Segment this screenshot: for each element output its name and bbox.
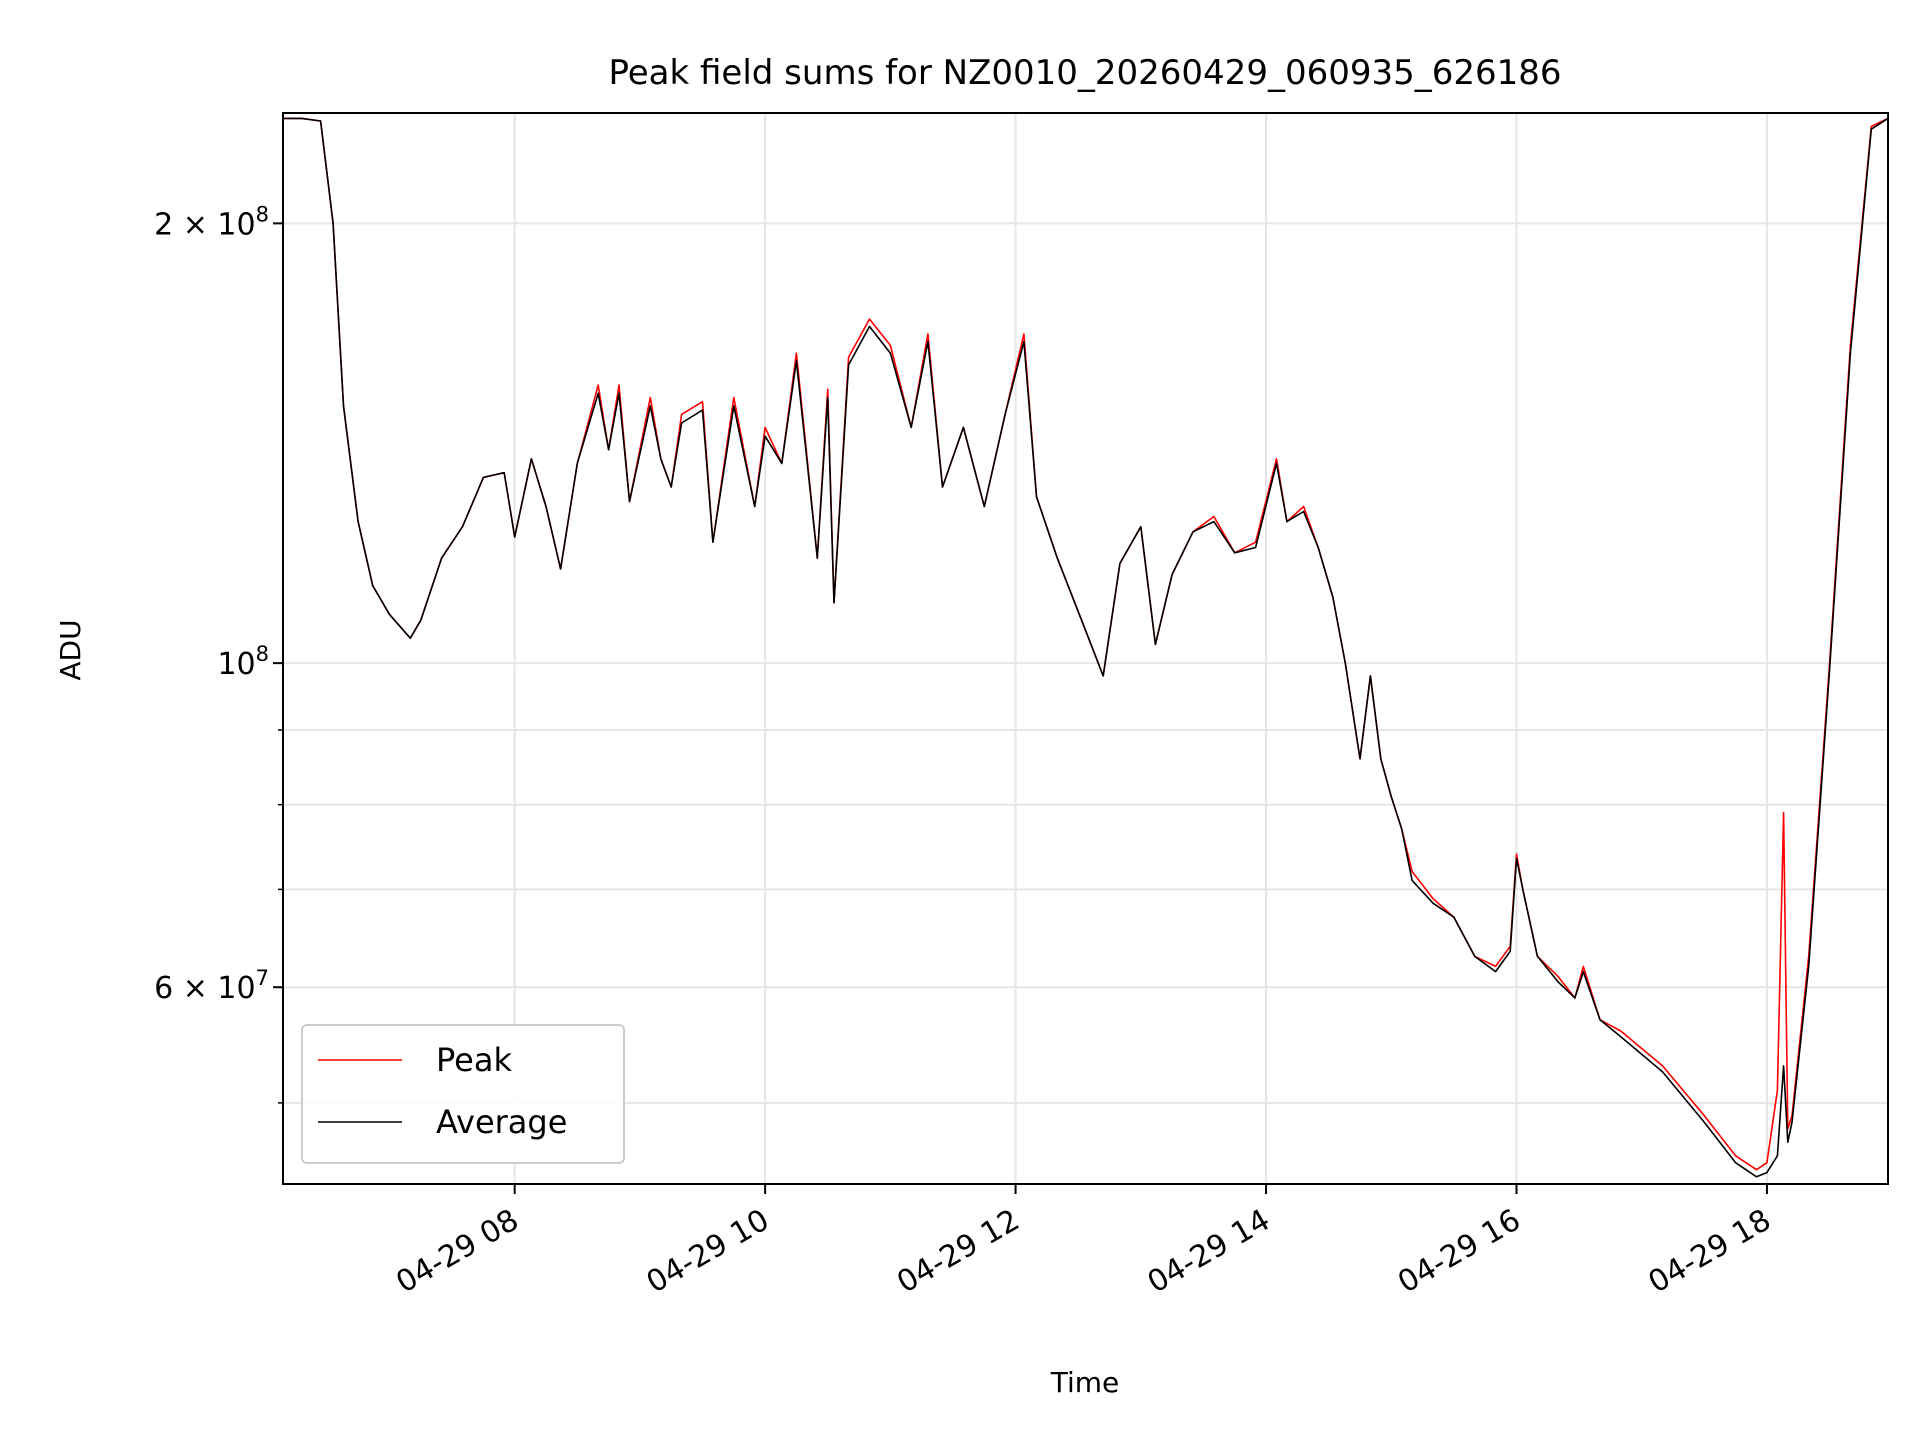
y-tick-exponent: 8	[256, 642, 269, 666]
legend: Peak Average	[301, 1024, 625, 1164]
axes-frame	[282, 112, 1889, 1185]
y-tick-label: 6 × 107	[154, 966, 269, 1006]
grid	[283, 113, 1888, 1184]
legend-label-average: Average	[436, 1103, 567, 1141]
y-tick-exponent: 8	[256, 202, 269, 226]
y-tick-label: 2 × 108	[154, 202, 269, 242]
y-tick-label: 108	[217, 642, 269, 682]
chart-title: Peak field sums for NZ0010_20260429_0609…	[608, 53, 1561, 93]
series-line-average	[283, 117, 1888, 1178]
y-tick-base: 10	[217, 647, 255, 682]
y-tick-base: 2 × 10	[154, 207, 255, 242]
y-tick-exponent: 7	[256, 966, 269, 990]
x-axis-label: Time	[1050, 1366, 1120, 1399]
y-axis-label: ADU	[54, 619, 87, 680]
y-tick-base: 6 × 10	[154, 971, 255, 1006]
legend-label-peak: Peak	[436, 1041, 512, 1079]
plot-area	[283, 117, 1888, 1178]
